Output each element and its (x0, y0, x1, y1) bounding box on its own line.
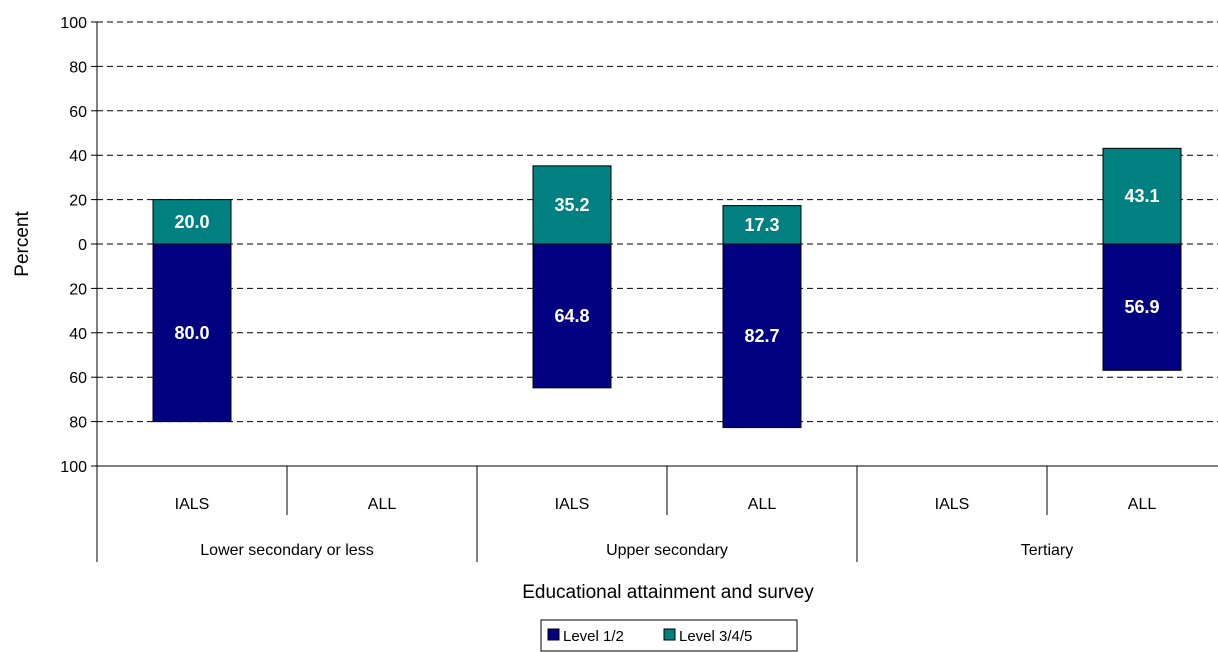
bar-data-label: 20.0 (174, 212, 209, 232)
legend-label-level-1-2: Level 1/2 (563, 628, 624, 645)
bar-level-3-4-5 (532, 165, 612, 245)
y-tick-label: 20 (69, 193, 87, 210)
bar-level-1-2 (532, 243, 612, 389)
y-tick-label: 100 (60, 15, 87, 32)
legend: Level 1/2 Level 3/4/5 (540, 619, 798, 652)
bar-level-3-4-5 (1102, 147, 1182, 245)
y-tick-label: 20 (69, 281, 87, 298)
bar-data-label: 56.9 (1124, 297, 1159, 317)
y-tick-label: 40 (69, 326, 87, 343)
y-tick-label: 40 (69, 148, 87, 165)
bar-data-label: 64.8 (554, 306, 589, 326)
bar-level-3-4-5 (152, 199, 232, 245)
x-category-label: ALL (748, 496, 777, 513)
y-tick-label: 100 (60, 459, 87, 476)
x-category-label: IALS (935, 496, 970, 513)
x-category-label: IALS (555, 496, 590, 513)
legend-swatch-level-3-4-5 (663, 628, 676, 641)
bar-level-1-2 (1102, 243, 1182, 371)
bar-data-label: 17.3 (744, 215, 779, 235)
bars: 80.0 20.0 64.8 35.2 82.7 17.3 56.9 43.1 (152, 147, 1182, 429)
legend-label-level-3-4-5: Level 3/4/5 (679, 628, 752, 645)
bar-data-label: 82.7 (744, 326, 779, 346)
y-tick-labels: 100 80 60 40 20 0 20 40 60 80 100 (60, 15, 87, 476)
y-tick-label: 80 (69, 415, 87, 432)
x-category-labels: IALS ALL IALS ALL IALS ALL Lower secondary or … (175, 496, 1157, 559)
gridlines (97, 21, 1218, 423)
bar-data-label: 80.0 (174, 323, 209, 343)
y-tick-label: 0 (78, 237, 87, 254)
x-category-label: IALS (175, 496, 210, 513)
bar-level-3-4-5 (722, 205, 802, 245)
axes (91, 21, 1218, 562)
bar-data-label: 43.1 (1124, 186, 1159, 206)
x-group-label: Upper secondary (606, 542, 728, 559)
x-category-label: ALL (1128, 496, 1157, 513)
x-category-label: ALL (368, 496, 397, 513)
x-group-label: Tertiary (1021, 542, 1073, 559)
y-tick-label: 60 (69, 370, 87, 387)
x-axis-title: Educational attainment and survey (522, 582, 814, 603)
y-tick-label: 80 (69, 59, 87, 76)
x-group-label: Lower secondary or less (200, 542, 373, 559)
bar-data-label: 35.2 (554, 195, 589, 215)
y-axis-title: Percent (12, 211, 33, 277)
y-tick-label: 60 (69, 104, 87, 121)
legend-swatch-level-1-2 (547, 628, 560, 641)
